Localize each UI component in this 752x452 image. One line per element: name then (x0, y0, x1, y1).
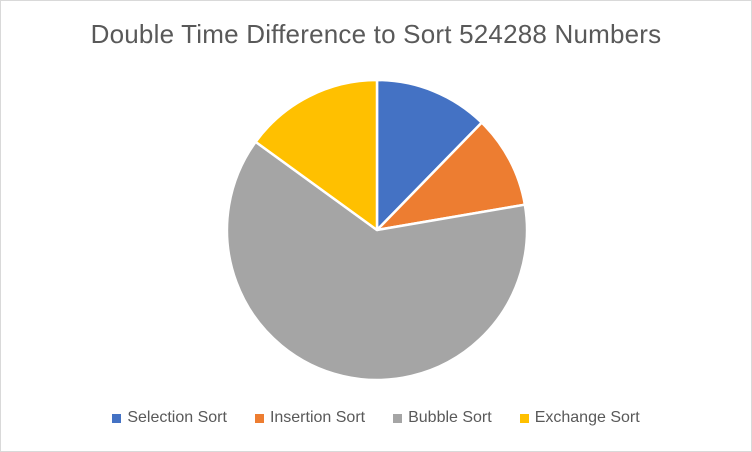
legend-label: Insertion Sort (269, 409, 366, 426)
chart-title: Double Time Difference to Sort 524288 Nu… (90, 19, 662, 49)
legend-swatch (254, 413, 264, 423)
legend-item: Insertion Sort (254, 409, 366, 427)
pie-slice-exchange-sort (254, 78, 379, 232)
pie-slice-insertion-sort (375, 121, 527, 232)
legend-label: Selection Sort (127, 409, 227, 426)
legend-item: Bubble Sort (393, 409, 492, 427)
pie-slice-selection-sort (375, 78, 483, 232)
legend-swatch (519, 413, 529, 423)
legend-item: Selection Sort (112, 409, 227, 427)
pie-slice-bubble-sort (225, 140, 529, 382)
legend-label: Bubble Sort (408, 409, 492, 426)
legend-label: Exchange Sort (534, 409, 640, 426)
legend: Selection Sort Insertion Sort Bubble Sort E… (1, 409, 751, 427)
legend-item: Exchange Sort (519, 409, 640, 427)
legend-swatch (112, 413, 122, 423)
legend-swatch (393, 413, 403, 423)
